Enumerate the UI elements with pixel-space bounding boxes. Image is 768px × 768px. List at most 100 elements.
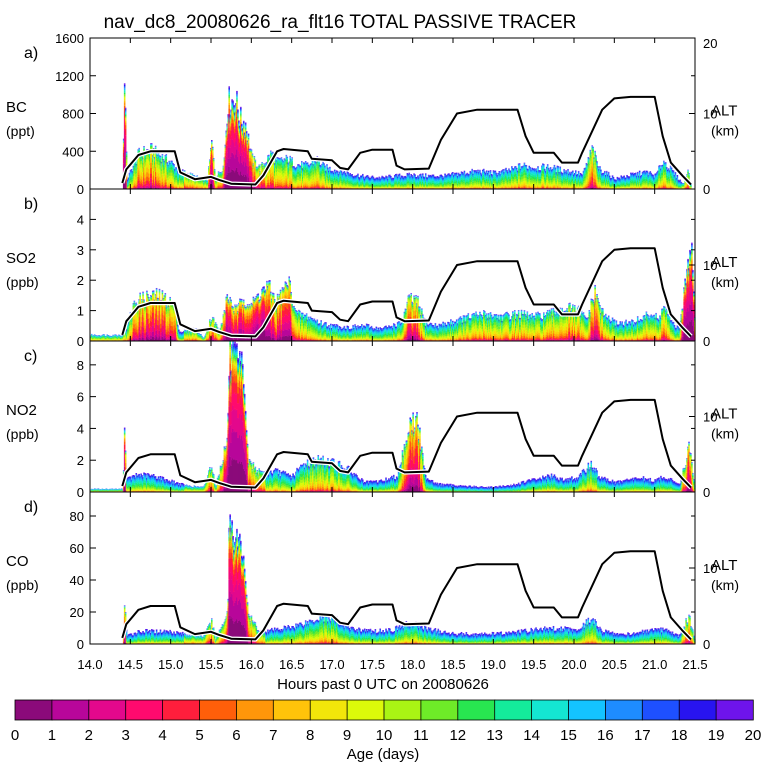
age-band-segment	[237, 113, 239, 114]
age-band-segment	[246, 135, 248, 136]
age-band-segment	[289, 157, 291, 158]
age-band-segment	[240, 110, 242, 111]
age-band-segment	[162, 156, 164, 157]
age-band-segment	[125, 116, 127, 117]
age-band-segment	[125, 113, 127, 114]
age-band-segment	[238, 123, 240, 124]
age-band-segment	[268, 157, 270, 158]
age-band-segment	[237, 114, 239, 115]
age-band-segment	[125, 125, 127, 129]
age-band-segment	[232, 104, 234, 105]
age-band-segment	[243, 123, 245, 124]
age-band-segment	[240, 116, 242, 117]
age-band-segment	[171, 162, 173, 163]
age-band-segment	[243, 131, 245, 132]
age-band-segment	[248, 137, 250, 138]
age-band-segment	[125, 114, 127, 115]
age-band-segment	[233, 105, 235, 106]
age-band-segment	[184, 171, 186, 172]
age-band-segment	[155, 147, 157, 148]
age-band-segment	[131, 169, 133, 170]
age-band-segment	[236, 107, 238, 109]
age-band-segment	[240, 119, 242, 120]
age-band-segment	[228, 98, 230, 99]
age-band-segment	[173, 167, 175, 169]
age-band-segment	[246, 132, 248, 133]
age-band-segment	[173, 166, 175, 167]
age-band-segment	[258, 167, 260, 168]
age-band-segment	[255, 165, 257, 167]
panels: 04008001200160001020ALT(km)a)BC(ppt)0123…	[6, 31, 739, 652]
age-band-segment	[238, 120, 240, 121]
age-band-segment	[291, 159, 293, 160]
age-band-segment	[240, 114, 242, 115]
age-band-segment	[143, 148, 145, 149]
age-band-segment	[287, 160, 289, 162]
age-band-segment	[124, 93, 126, 94]
age-band-segment	[287, 159, 289, 160]
age-band-segment	[236, 96, 238, 97]
age-band-segment	[211, 145, 213, 146]
age-band-segment	[236, 102, 238, 103]
age-band-segment	[233, 111, 235, 112]
age-band-segment	[158, 154, 160, 155]
age-band-segment	[125, 118, 127, 119]
age-band-segment	[246, 135, 248, 136]
age-band-segment	[241, 124, 243, 125]
age-band-segment	[228, 101, 230, 103]
age-band-segment	[261, 165, 263, 166]
age-band-segment	[228, 96, 230, 97]
age-band-segment	[243, 122, 245, 123]
age-band-segment	[211, 146, 213, 147]
age-band-segment	[126, 153, 128, 154]
age-band-segment	[125, 110, 127, 111]
age-band-segment	[212, 152, 214, 153]
age-band-segment	[213, 163, 215, 165]
age-band-segment	[243, 125, 245, 126]
age-band-segment	[124, 97, 126, 99]
age-band-segment	[124, 90, 126, 91]
age-band-segment	[237, 116, 239, 117]
age-band-segment	[131, 170, 133, 171]
age-band-segment	[240, 117, 242, 118]
age-band-segment	[241, 127, 243, 128]
age-band-segment	[245, 129, 247, 130]
age-band-segment	[213, 160, 215, 161]
age-band-segment	[246, 138, 248, 139]
age-band-segment	[182, 170, 184, 171]
age-band-segment	[258, 166, 260, 167]
age-band-segment	[240, 111, 242, 112]
age-band-segment	[125, 119, 127, 120]
age-band-segment	[246, 137, 248, 138]
age-band-segment	[124, 96, 126, 97]
age-band-segment	[291, 158, 293, 159]
age-band-segment	[248, 139, 250, 140]
age-band-segment	[245, 124, 247, 125]
age-band-segment	[236, 105, 238, 107]
age-band-segment	[246, 131, 248, 132]
age-band-segment	[248, 140, 250, 141]
age-band-segment	[238, 122, 240, 123]
age-band-segment	[228, 94, 230, 95]
age-band-segment	[233, 108, 235, 109]
age-band-segment	[166, 157, 168, 158]
age-band-segment	[289, 158, 291, 159]
age-band-segment	[237, 115, 239, 116]
age-band-segment	[163, 160, 165, 161]
age-band-segment	[232, 100, 234, 101]
age-band-segment	[251, 152, 253, 153]
age-band-segment	[233, 106, 235, 107]
age-band-segment	[228, 88, 230, 89]
age-band-segment	[124, 85, 126, 86]
age-band-segment	[125, 129, 127, 135]
age-band-segment	[238, 124, 240, 125]
age-band-segment	[254, 158, 256, 159]
age-band-segment	[228, 86, 230, 87]
age-band-segment	[237, 118, 239, 119]
age-band-segment	[240, 109, 242, 110]
age-band-segment	[126, 157, 128, 160]
age-band-segment	[125, 117, 127, 118]
age-band-segment	[166, 155, 168, 156]
